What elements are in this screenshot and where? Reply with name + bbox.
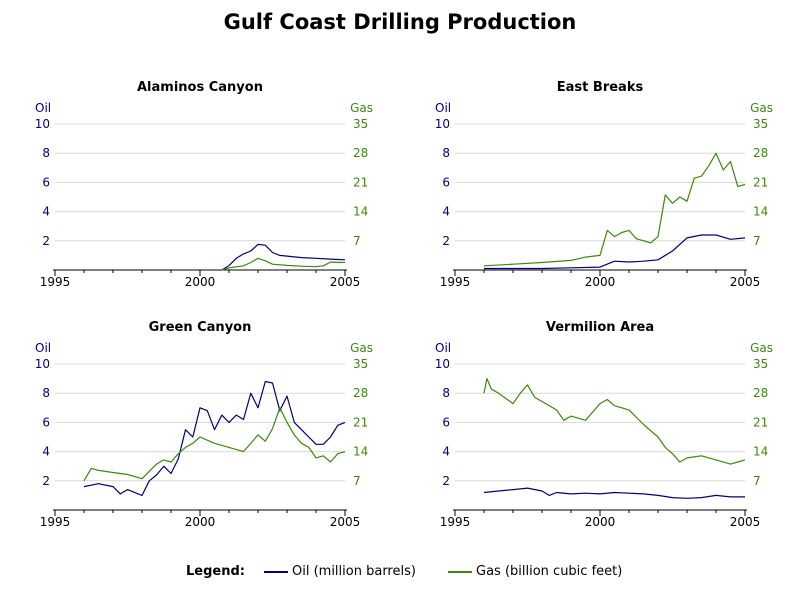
panel-1-right-tick-label: 35 (353, 117, 368, 131)
panel-1-x-tick-label: 1995 (40, 275, 71, 289)
panel-3-right-tick-label: 14 (353, 445, 368, 459)
panel-2-left-tick-label: 10 (435, 117, 450, 131)
panel-3-right-tick-label: 21 (353, 415, 368, 429)
panel-2-right-tick-label: 7 (753, 234, 761, 248)
panel-1-right-tick-label: 21 (353, 175, 368, 189)
main-title: Gulf Coast Drilling Production (223, 10, 577, 34)
panel-3-right-axis-label: Gas (350, 341, 373, 355)
panel-1-left-tick-label: 2 (42, 234, 50, 248)
panel-4-right-tick-label: 7 (753, 474, 761, 488)
legend-item-oil: Oil (million barrels) (264, 564, 416, 579)
panel-2-left-tick-label: 6 (442, 175, 450, 189)
panel-2-title: East Breaks (557, 80, 644, 95)
panel-4-left-tick-label: 10 (435, 357, 450, 371)
panel-4-right-tick-label: 14 (753, 445, 768, 459)
panel-3-x-tick-label: 2005 (330, 515, 361, 529)
legend-label: Legend: (186, 564, 245, 579)
panel-4-right-tick-label: 21 (753, 415, 768, 429)
panel-3-left-tick-label: 8 (42, 386, 50, 400)
panel-1-title: Alaminos Canyon (137, 80, 263, 95)
panel-3-title: Green Canyon (149, 320, 252, 335)
legend-text-gas: Gas (billion cubic feet) (476, 564, 623, 579)
panel-2-left-tick-label: 4 (442, 205, 450, 219)
legend-text-oil: Oil (million barrels) (292, 564, 416, 579)
panel-2-left-tick-label: 8 (442, 146, 450, 160)
panel-2-x-tick-label: 2000 (585, 275, 616, 289)
panel-2-gas-line (483, 152, 746, 267)
panel-4-x-tick-label: 1995 (440, 515, 471, 529)
panel-1-gas-line (221, 257, 346, 271)
panel-4-left-tick-label: 4 (442, 445, 450, 459)
panel-4-left-axis-label: Oil (435, 341, 451, 355)
panel-1-right-tick-label: 14 (353, 205, 368, 219)
panel-4-x-tick-label: 2005 (730, 515, 761, 529)
panel-2-left-axis-label: Oil (435, 101, 451, 115)
panel-4-left-tick-label: 8 (442, 386, 450, 400)
panel-3-right-tick-label: 35 (353, 357, 368, 371)
legend-swatch-oil (264, 570, 288, 573)
panel-1-left-tick-label: 8 (42, 146, 50, 160)
panel-1-right-axis-label: Gas (350, 101, 373, 115)
panel-2-x-tick-label: 2005 (730, 275, 761, 289)
legend: Legend: Oil (million barrels) Gas (billi… (0, 564, 800, 584)
panel-1-x-tick-label: 2000 (185, 275, 216, 289)
panel-1-left-axis-label: Oil (35, 101, 51, 115)
panel-3-right-tick-label: 7 (353, 474, 361, 488)
panel-4-gas-line (483, 378, 746, 465)
panel-3-x-tick-label: 2000 (185, 515, 216, 529)
panel-2-x-tick-label: 1995 (440, 275, 471, 289)
panel-3-left-tick-label: 6 (42, 415, 50, 429)
panel-4-right-tick-label: 28 (753, 386, 768, 400)
panel-3-left-tick-label: 2 (42, 474, 50, 488)
panel-2-right-tick-label: 28 (753, 146, 768, 160)
panel-4-x-tick-label: 2000 (585, 515, 616, 529)
panel-1-left-tick-label: 6 (42, 175, 50, 189)
panel-4-right-axis-label: Gas (750, 341, 773, 355)
panel-1-right-tick-label: 28 (353, 146, 368, 160)
panel-3-left-tick-label: 4 (42, 445, 50, 459)
panel-4-left-tick-label: 2 (442, 474, 450, 488)
panel-3-oil-line (83, 380, 346, 496)
panel-1-left-tick-label: 10 (35, 117, 50, 131)
panel-2-right-tick-label: 35 (753, 117, 768, 131)
panel-3-left-axis-label: Oil (35, 341, 51, 355)
legend-swatch-gas (448, 570, 472, 573)
panel-2-right-axis-label: Gas (750, 101, 773, 115)
panel-3-gas-line (83, 407, 346, 482)
panel-4-title: Vermilion Area (546, 320, 654, 335)
panel-1-x-tick-label: 2005 (330, 275, 361, 289)
panel-3-x-tick-label: 1995 (40, 515, 71, 529)
panel-2-right-tick-label: 14 (753, 205, 768, 219)
panel-3-left-tick-label: 10 (35, 357, 50, 371)
panel-2-right-tick-label: 21 (753, 175, 768, 189)
panel-2-oil-line (484, 234, 746, 270)
panel-1-oil-line (221, 243, 346, 271)
panel-3-right-tick-label: 28 (353, 386, 368, 400)
panel-4-oil-line (483, 487, 745, 499)
legend-item-gas: Gas (billion cubic feet) (448, 564, 622, 579)
panel-1-left-tick-label: 4 (42, 205, 50, 219)
panel-1-right-tick-label: 7 (353, 234, 361, 248)
panel-4-right-tick-label: 35 (753, 357, 768, 371)
panel-2-left-tick-label: 2 (442, 234, 450, 248)
panel-4-left-tick-label: 6 (442, 415, 450, 429)
